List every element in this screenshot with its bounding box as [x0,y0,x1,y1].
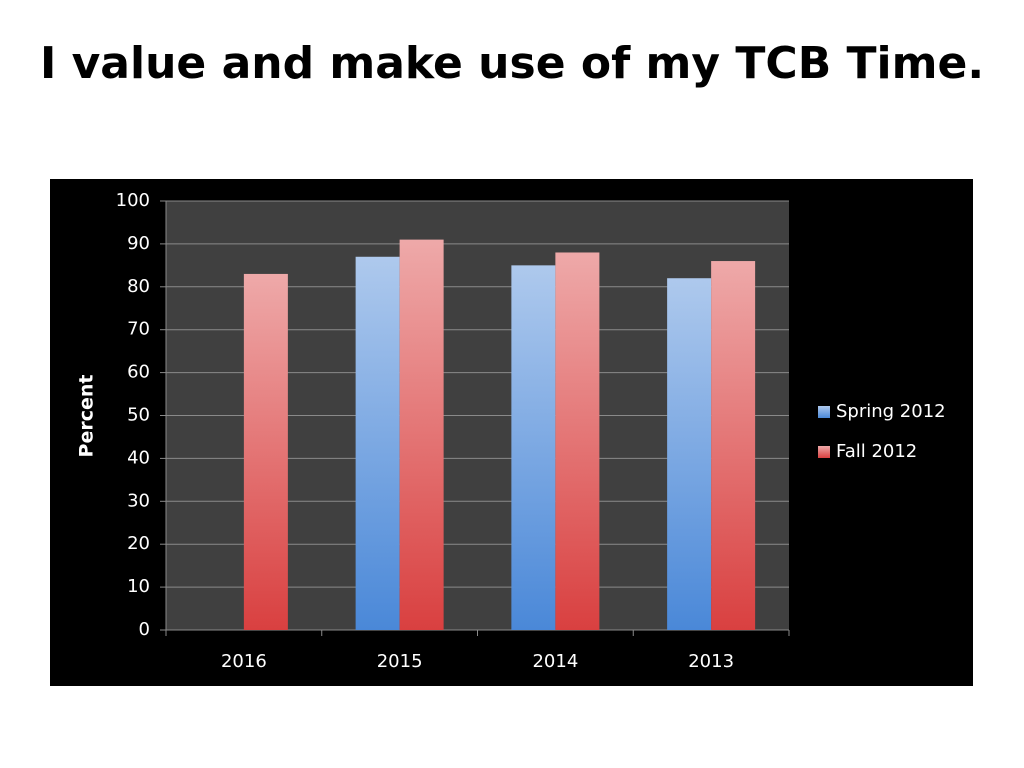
y-tick-label: 60 [127,362,150,383]
bar [711,261,756,630]
chart-title: I value and make use of my TCB Time. [40,38,984,89]
legend-swatch [818,446,830,458]
x-tick-label: 2016 [221,651,267,672]
legend-swatch [818,406,830,418]
y-tick-label: 0 [139,619,150,640]
x-tick-label: 2014 [532,651,578,672]
y-tick-label: 30 [127,490,150,511]
y-tick-label: 70 [127,319,150,340]
y-tick-label: 100 [116,190,150,211]
legend-label: Spring 2012 [836,401,946,422]
x-tick-label: 2013 [688,651,734,672]
legend-label: Fall 2012 [836,441,917,462]
bar [243,273,288,630]
y-axis-label: Percent [76,375,98,458]
y-tick-label: 50 [127,405,150,426]
bar [555,252,600,631]
bar [667,278,712,630]
bar [355,256,400,630]
bar [511,265,556,630]
bar [399,239,444,631]
y-tick-label: 80 [127,276,150,297]
x-tick-label: 2015 [377,651,423,672]
y-tick-label: 20 [127,533,150,554]
y-tick-label: 40 [127,447,150,468]
y-tick-label: 10 [127,576,150,597]
y-tick-label: 90 [127,233,150,254]
